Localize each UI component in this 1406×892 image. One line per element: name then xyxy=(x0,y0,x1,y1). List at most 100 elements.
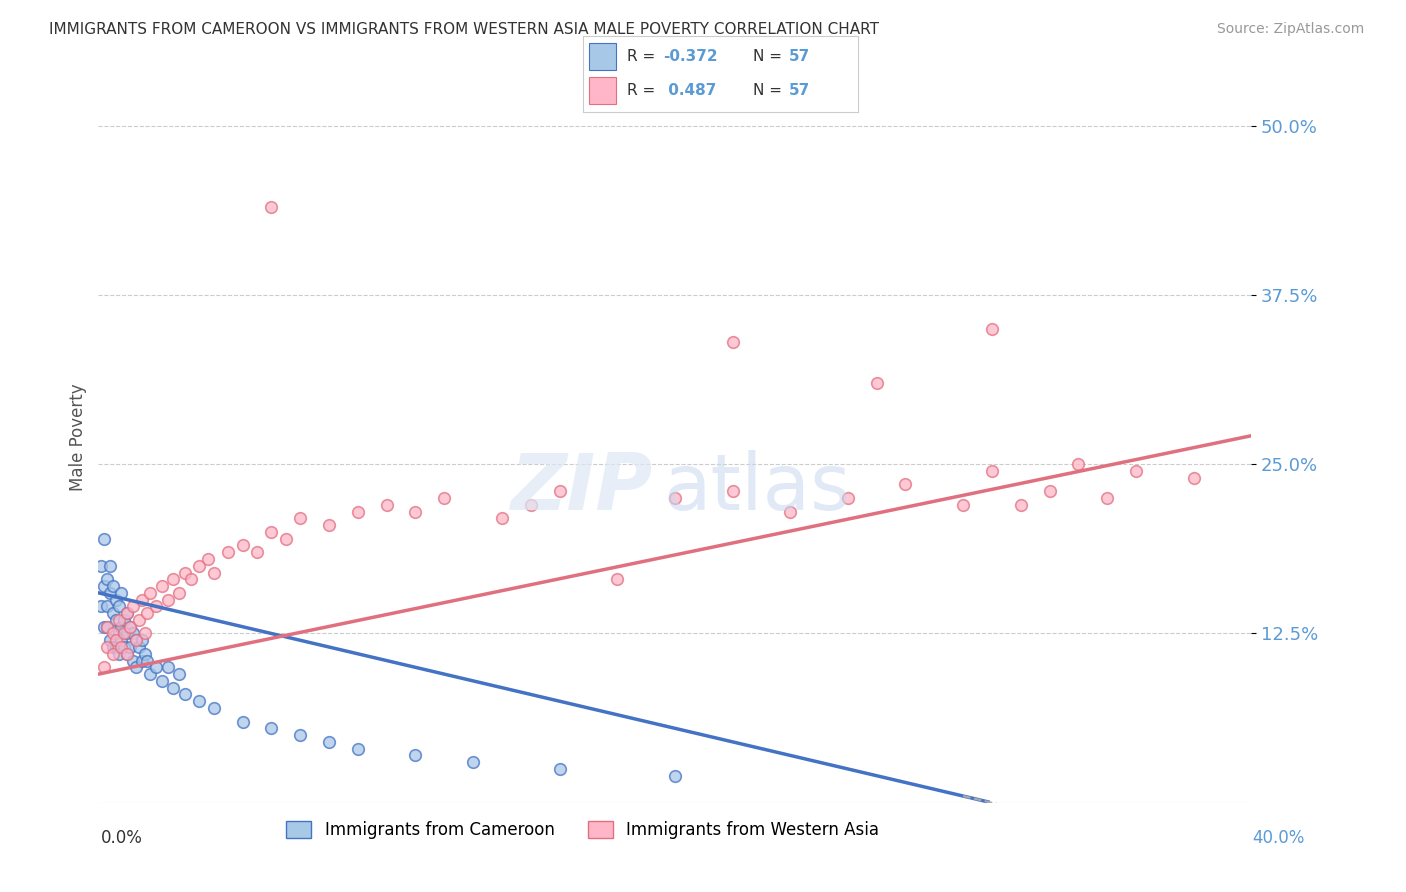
Point xyxy=(107,613,129,627)
Point xyxy=(134,626,156,640)
Point xyxy=(246,545,269,559)
Point xyxy=(117,606,139,620)
Point xyxy=(120,620,142,634)
Point xyxy=(156,660,179,674)
Point xyxy=(260,524,283,539)
Point xyxy=(318,735,340,749)
Point xyxy=(110,633,132,648)
Point xyxy=(1067,457,1090,471)
Point xyxy=(96,620,118,634)
Point xyxy=(150,673,173,688)
Point xyxy=(110,640,132,654)
Point xyxy=(101,647,124,661)
Point xyxy=(96,599,118,614)
Point xyxy=(98,586,121,600)
Text: R =: R = xyxy=(627,49,661,64)
Text: R =: R = xyxy=(627,83,661,98)
Point xyxy=(104,613,127,627)
Point xyxy=(131,654,153,668)
Text: 0.0%: 0.0% xyxy=(101,829,143,847)
Point xyxy=(98,558,121,573)
Point xyxy=(96,572,118,586)
Point xyxy=(197,552,219,566)
Point xyxy=(101,626,124,640)
Point xyxy=(104,592,127,607)
Point xyxy=(128,640,150,654)
Point xyxy=(98,633,121,648)
Point xyxy=(167,667,190,681)
Point xyxy=(866,376,889,390)
Text: -0.372: -0.372 xyxy=(664,49,717,64)
Point xyxy=(721,335,744,350)
Point xyxy=(290,728,312,742)
Point xyxy=(202,701,225,715)
Point xyxy=(107,599,129,614)
Point xyxy=(548,762,571,776)
Point xyxy=(139,586,162,600)
Point xyxy=(405,748,427,763)
Point xyxy=(180,572,202,586)
Point xyxy=(120,640,142,654)
Point xyxy=(606,572,628,586)
Point xyxy=(779,505,801,519)
Y-axis label: Male Poverty: Male Poverty xyxy=(69,384,87,491)
Point xyxy=(664,491,686,505)
Point xyxy=(101,579,124,593)
Point xyxy=(125,633,148,648)
Point xyxy=(433,491,456,505)
Point xyxy=(520,498,543,512)
Point xyxy=(110,620,132,634)
Point xyxy=(122,654,145,668)
Legend: Immigrants from Cameroon, Immigrants from Western Asia: Immigrants from Cameroon, Immigrants fro… xyxy=(280,814,886,846)
Text: N =: N = xyxy=(754,49,787,64)
Point xyxy=(174,688,197,702)
Point xyxy=(174,566,197,580)
Point xyxy=(107,626,129,640)
Point xyxy=(217,545,239,559)
Point xyxy=(117,647,139,661)
Point xyxy=(188,694,211,708)
Text: ZIP: ZIP xyxy=(509,450,652,526)
Point xyxy=(981,322,1004,336)
Point xyxy=(664,769,686,783)
Point xyxy=(112,626,135,640)
Point xyxy=(101,606,124,620)
Text: atlas: atlas xyxy=(664,450,851,526)
Point xyxy=(1125,464,1147,478)
Text: IMMIGRANTS FROM CAMEROON VS IMMIGRANTS FROM WESTERN ASIA MALE POVERTY CORRELATIO: IMMIGRANTS FROM CAMEROON VS IMMIGRANTS F… xyxy=(49,22,879,37)
Point xyxy=(837,491,859,505)
Point xyxy=(231,538,254,552)
Point xyxy=(110,586,132,600)
Point xyxy=(93,660,115,674)
Point xyxy=(952,498,974,512)
Point xyxy=(1097,491,1119,505)
Point xyxy=(145,599,167,614)
Point xyxy=(202,566,225,580)
Point xyxy=(346,741,368,756)
Point xyxy=(134,647,156,661)
Point xyxy=(136,654,159,668)
Text: Source: ZipAtlas.com: Source: ZipAtlas.com xyxy=(1216,22,1364,37)
Point xyxy=(125,660,148,674)
Point xyxy=(101,640,124,654)
Point xyxy=(461,755,484,769)
Point xyxy=(274,532,297,546)
Point xyxy=(128,613,150,627)
Point xyxy=(1182,471,1205,485)
Point xyxy=(1039,484,1062,499)
Point xyxy=(156,592,179,607)
Point xyxy=(96,640,118,654)
Point xyxy=(90,558,112,573)
Point xyxy=(93,579,115,593)
Text: 57: 57 xyxy=(789,49,810,64)
Point xyxy=(93,620,115,634)
Point xyxy=(167,586,190,600)
Point xyxy=(721,484,744,499)
Point xyxy=(290,511,312,525)
Point xyxy=(122,599,145,614)
Point xyxy=(117,606,139,620)
Point xyxy=(491,511,513,525)
Point xyxy=(162,572,184,586)
FancyBboxPatch shape xyxy=(589,44,616,70)
Point xyxy=(894,477,917,491)
